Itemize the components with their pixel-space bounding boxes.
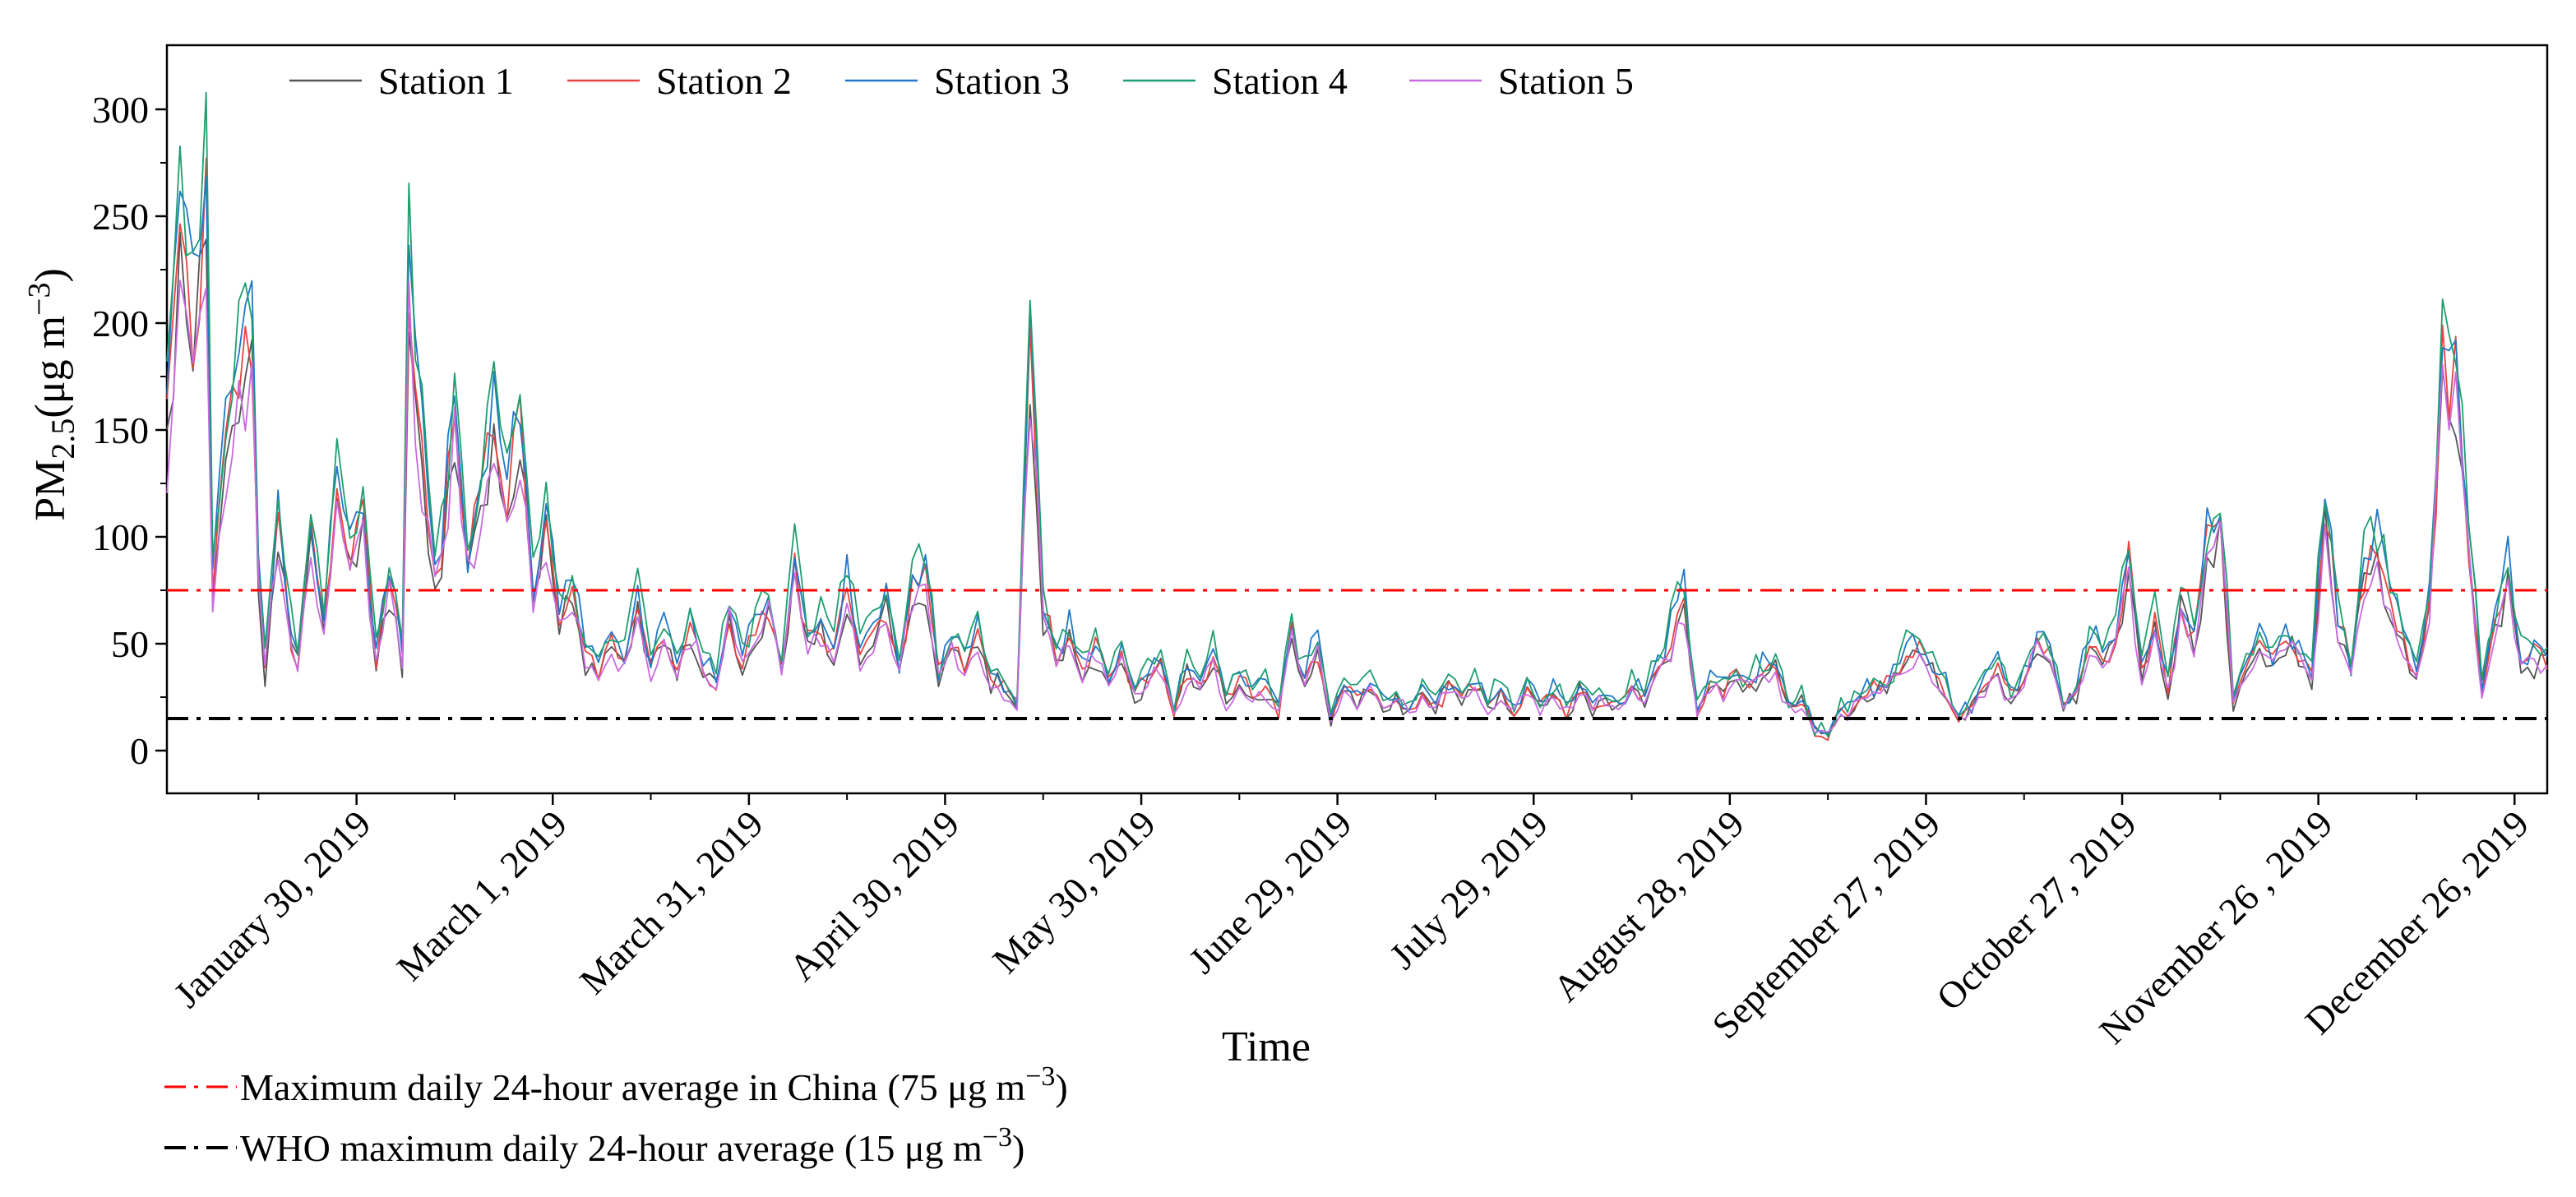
y-tick-label: 300 xyxy=(92,89,149,131)
series-line-station-5 xyxy=(166,280,2548,734)
y-axis-ticks: 0 50 100 150 200 250 300 xyxy=(92,89,167,772)
ref-legend-label-who: WHO maximum daily 24-hour average (15 μg … xyxy=(240,1122,1024,1169)
legend-label-station-5: Station 5 xyxy=(1498,60,1634,102)
y-axis-title: PM2.5(μg m−3) xyxy=(22,268,81,521)
legend-item-station-5: Station 5 xyxy=(1409,60,1634,102)
ref-legend-item-who: WHO maximum daily 24-hour average (15 μg … xyxy=(164,1122,1024,1169)
legend-item-station-2: Station 2 xyxy=(567,60,792,102)
legend-label-station-1: Station 1 xyxy=(378,60,514,102)
y-tick-label: 100 xyxy=(92,516,149,558)
series-legend: Station 1 Station 2 Station 3 Station 4 … xyxy=(289,60,1634,102)
legend-item-station-1: Station 1 xyxy=(289,60,514,102)
ref-legend-item-china: Maximum daily 24-hour average in China (7… xyxy=(164,1061,1068,1108)
legend-item-station-3: Station 3 xyxy=(845,60,1070,102)
series-line-station-4 xyxy=(166,91,2548,737)
y-tick-label: 250 xyxy=(92,196,149,238)
legend-label-station-4: Station 4 xyxy=(1212,60,1348,102)
reference-lines xyxy=(167,589,2547,720)
series-line-station-3 xyxy=(166,175,2548,736)
reference-legend: Maximum daily 24-hour average in China (7… xyxy=(164,1061,1068,1169)
series-layer xyxy=(166,91,2548,742)
legend-label-station-2: Station 2 xyxy=(656,60,792,102)
y-tick-label: 200 xyxy=(92,303,149,344)
y-tick-label: 0 xyxy=(130,730,149,772)
legend-label-station-3: Station 3 xyxy=(934,60,1070,102)
x-axis-title: Time xyxy=(1222,1024,1311,1070)
y-tick-label: 50 xyxy=(111,623,149,665)
ref-legend-label-china: Maximum daily 24-hour average in China (7… xyxy=(240,1061,1068,1108)
y-tick-label: 150 xyxy=(92,409,149,451)
legend-item-station-4: Station 4 xyxy=(1123,60,1348,102)
plot-frame xyxy=(165,44,2549,795)
